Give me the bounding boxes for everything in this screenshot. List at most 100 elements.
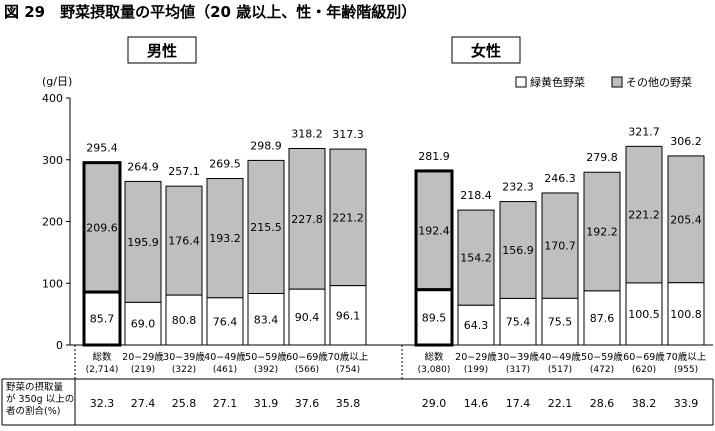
bar-segment-green-yellow [625, 282, 663, 346]
data-label-total: 269.5 [209, 158, 241, 171]
x-tick-label: 40−49歳 [539, 351, 581, 363]
data-label-other: 192.4 [418, 224, 450, 237]
data-label-green-yellow: 75.5 [548, 316, 573, 329]
x-tick-sample-size: (472) [590, 365, 614, 375]
chart-title: 図 29 野菜摂取量の平均値（20 歳以上、性・年齢階級別） [4, 3, 416, 21]
x-tick-sample-size: (3,080) [418, 365, 451, 375]
x-tick-label: 60−69歳 [286, 351, 328, 363]
bar-segment-green-yellow [667, 282, 705, 346]
legend-label-other: その他の野菜 [626, 76, 692, 89]
bar-segment-other [457, 209, 495, 306]
bar-segment-green-yellow [414, 288, 454, 347]
data-label-other: 176.4 [168, 235, 200, 248]
group-title: 男性 [147, 42, 177, 60]
data-label-green-yellow: 75.4 [506, 316, 531, 329]
x-tick-label: 70歳以上 [328, 351, 369, 363]
bar-segment-green-yellow [583, 290, 621, 346]
x-tick-sample-size: (199) [464, 365, 488, 375]
x-tick-sample-size: (317) [506, 365, 530, 375]
x-tick-label: 60−69歳 [623, 351, 665, 363]
bar-segment-other [206, 178, 244, 299]
data-label-green-yellow: 80.8 [172, 314, 197, 327]
table-row-header-line: が 350g 以上の [6, 393, 74, 405]
table-row-header-line: 野菜の摂取量 [6, 381, 64, 393]
legend-swatch-other [611, 76, 623, 88]
rate-cell: 27.4 [131, 397, 156, 410]
x-tick-label: 総数 [92, 351, 112, 363]
x-tick-sample-size: (2,714) [86, 365, 119, 375]
x-tick-sample-size: (322) [172, 365, 196, 375]
data-label-green-yellow: 100.8 [670, 308, 702, 321]
bar-segment-green-yellow [499, 297, 537, 346]
data-label-total: 298.9 [250, 139, 282, 152]
bar-segment-other [541, 192, 579, 299]
data-label-total: 317.3 [332, 128, 364, 141]
x-tick-label: 30−39歳 [497, 351, 539, 363]
data-label-green-yellow: 90.4 [295, 311, 320, 324]
bar-segment-green-yellow [82, 290, 122, 347]
data-label-total: 281.9 [418, 150, 450, 163]
data-label-green-yellow: 64.3 [464, 319, 489, 332]
rate-cell: 31.9 [254, 397, 279, 410]
data-label-green-yellow: 96.1 [336, 309, 361, 322]
data-label-green-yellow: 89.5 [422, 311, 447, 324]
data-label-other: 227.8 [291, 213, 323, 226]
data-label-green-yellow: 100.5 [628, 308, 660, 321]
data-label-total: 279.8 [586, 151, 618, 164]
data-label-total: 306.2 [670, 135, 702, 148]
rate-cell: 38.2 [632, 397, 657, 410]
bar-segment-other [288, 148, 326, 290]
data-label-total: 321.7 [628, 125, 660, 138]
bar-segment-green-yellow [288, 288, 326, 346]
data-label-green-yellow: 76.4 [213, 315, 238, 328]
x-tick-label: 総数 [424, 351, 444, 363]
table-row-header-line: 者の割合(%) [6, 405, 60, 417]
bar-segment-other [329, 148, 367, 287]
data-label-other: 221.2 [332, 211, 364, 224]
y-tick-label: 0 [56, 339, 63, 352]
data-label-green-yellow: 85.7 [90, 313, 115, 326]
x-tick-label: 30−39歳 [163, 351, 205, 363]
bar-segment-green-yellow [247, 293, 285, 346]
group-title-box [451, 36, 521, 64]
rate-cell: 27.1 [213, 397, 238, 410]
x-tick-label: 50−59歳 [245, 351, 287, 363]
data-label-green-yellow: 69.0 [131, 318, 156, 331]
x-tick-label: 20−29歳 [455, 351, 497, 363]
y-axis-unit-label: (g/日) [42, 75, 72, 88]
data-label-other: 209.6 [86, 221, 118, 234]
legend-label-green-yellow: 緑黄色野菜 [530, 75, 585, 89]
bar-segment-other [583, 171, 621, 292]
data-label-other: 170.7 [544, 240, 576, 253]
bar-segment-green-yellow [457, 304, 495, 346]
rate-cell: 33.9 [674, 397, 699, 410]
x-tick-sample-size: (461) [213, 365, 237, 375]
rate-cell: 25.8 [172, 397, 197, 410]
data-label-green-yellow: 83.4 [254, 313, 279, 326]
x-tick-label: 20−29歳 [122, 351, 164, 363]
bar-segment-other [499, 201, 537, 299]
x-tick-sample-size: (219) [131, 365, 155, 375]
rate-cell: 35.8 [336, 397, 361, 410]
data-label-other: 193.2 [209, 232, 241, 245]
data-label-other: 192.2 [586, 226, 618, 239]
data-label-total: 218.4 [460, 189, 492, 202]
x-tick-label: 40−49歳 [204, 351, 246, 363]
y-tick-label: 400 [42, 92, 63, 105]
bar-segment-green-yellow [329, 285, 367, 346]
rate-cell: 28.6 [590, 397, 615, 410]
bar-segment-green-yellow [206, 297, 244, 346]
x-tick-label: 50−59歳 [581, 351, 623, 363]
bar-segment-other [124, 180, 162, 303]
bar-segment-other [414, 169, 454, 292]
data-label-green-yellow: 87.6 [590, 312, 615, 325]
rate-cell: 17.4 [506, 397, 531, 410]
data-label-total: 318.2 [291, 128, 323, 141]
data-label-total: 264.9 [127, 160, 159, 173]
x-tick-sample-size: (620) [632, 365, 656, 375]
data-label-other: 205.4 [670, 213, 702, 226]
data-label-other: 215.5 [250, 221, 282, 234]
data-label-other: 156.9 [502, 244, 534, 257]
rate-cell: 14.6 [464, 397, 489, 410]
